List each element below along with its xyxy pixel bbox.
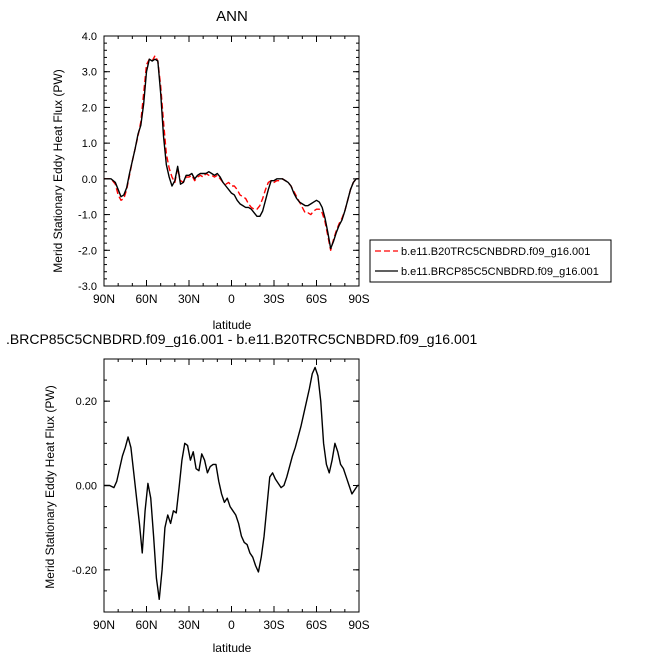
legend-box [369, 239, 612, 283]
top-x-tick-label: 60N [135, 292, 157, 306]
bottom-chart-xlabel: latitude [213, 641, 252, 655]
bottom-y-tick-label: 0.00 [76, 481, 97, 493]
bottom-chart-ylabel: Merid Stationary Eddy Heat Flux (PW) [43, 385, 57, 588]
bottom-x-tick-label: 60S [306, 618, 327, 632]
bottom-y-tick-label: -0.20 [72, 565, 97, 577]
top-y-tick-label: -3.0 [78, 281, 97, 293]
top-x-tick-label: 30N [178, 292, 200, 306]
top-chart-plot-area: 90N 60N 30N 0 30S 60S 90S -3.0 -2.0 -1.0 0.0 1.0 2.0… [78, 31, 370, 306]
bottom-y-tick-label: 0.20 [76, 396, 97, 408]
bottom-x-tick-label: 60N [135, 618, 157, 632]
bottom-x-tick-label: 90S [348, 618, 369, 632]
legend: b.e11.B20TRC5CNBDRD.f09_g16.001 b.e11.BR… [369, 239, 612, 283]
top-x-tick-label: 30S [263, 292, 284, 306]
top-chart-xlabel: latitude [213, 318, 252, 332]
top-chart-ylabel: Merid Stationary Eddy Heat Flux (PW) [51, 69, 65, 272]
bottom-x-tick-label: 30N [178, 618, 200, 632]
top-series-line-1 [104, 54, 359, 251]
top-plot-frame [103, 35, 360, 287]
top-x-tick-label: 90N [93, 292, 115, 306]
bottom-chart: .BRCP85C5CNBDRD.f09_g16.001 - b.e11.B20T… [6, 331, 478, 655]
top-y-tick-label: 4.0 [82, 31, 97, 43]
top-y-tick-label: -1.0 [78, 210, 97, 222]
bottom-x-tick-label: 30S [263, 618, 284, 632]
top-x-tick-label: 60S [306, 292, 327, 306]
top-y-tick-label: -2.0 [78, 245, 97, 257]
top-chart-title: ANN [216, 8, 248, 25]
top-series-line-2 [104, 58, 359, 250]
bottom-x-tick-label: 90N [93, 618, 115, 632]
legend-label-series-2: b.e11.BRCP85C5CNBDRD.f09_g16.001 [401, 266, 599, 278]
top-x-tick-label: 90S [348, 292, 369, 306]
bottom-series-line-1 [104, 366, 359, 601]
bottom-x-tick-label: 0 [228, 618, 235, 632]
top-y-tick-label: 2.0 [82, 102, 97, 114]
top-x-tick-label: 0 [228, 292, 235, 306]
bottom-chart-plot-area: 90N 60N 30N 0 30S 60S 90S -0.20 0.00 0.20 [72, 358, 370, 632]
top-y-tick-label: 0.0 [82, 174, 97, 186]
bottom-chart-title: .BRCP85C5CNBDRD.f09_g16.001 - b.e11.B20T… [6, 331, 478, 347]
top-y-tick-label: 1.0 [82, 138, 97, 150]
top-chart: ANN Merid Stationary Eddy Heat Flux (PW)… [51, 8, 612, 332]
legend-label-series-1: b.e11.B20TRC5CNBDRD.f09_g16.001 [401, 246, 590, 258]
top-y-tick-label: 3.0 [82, 67, 97, 79]
